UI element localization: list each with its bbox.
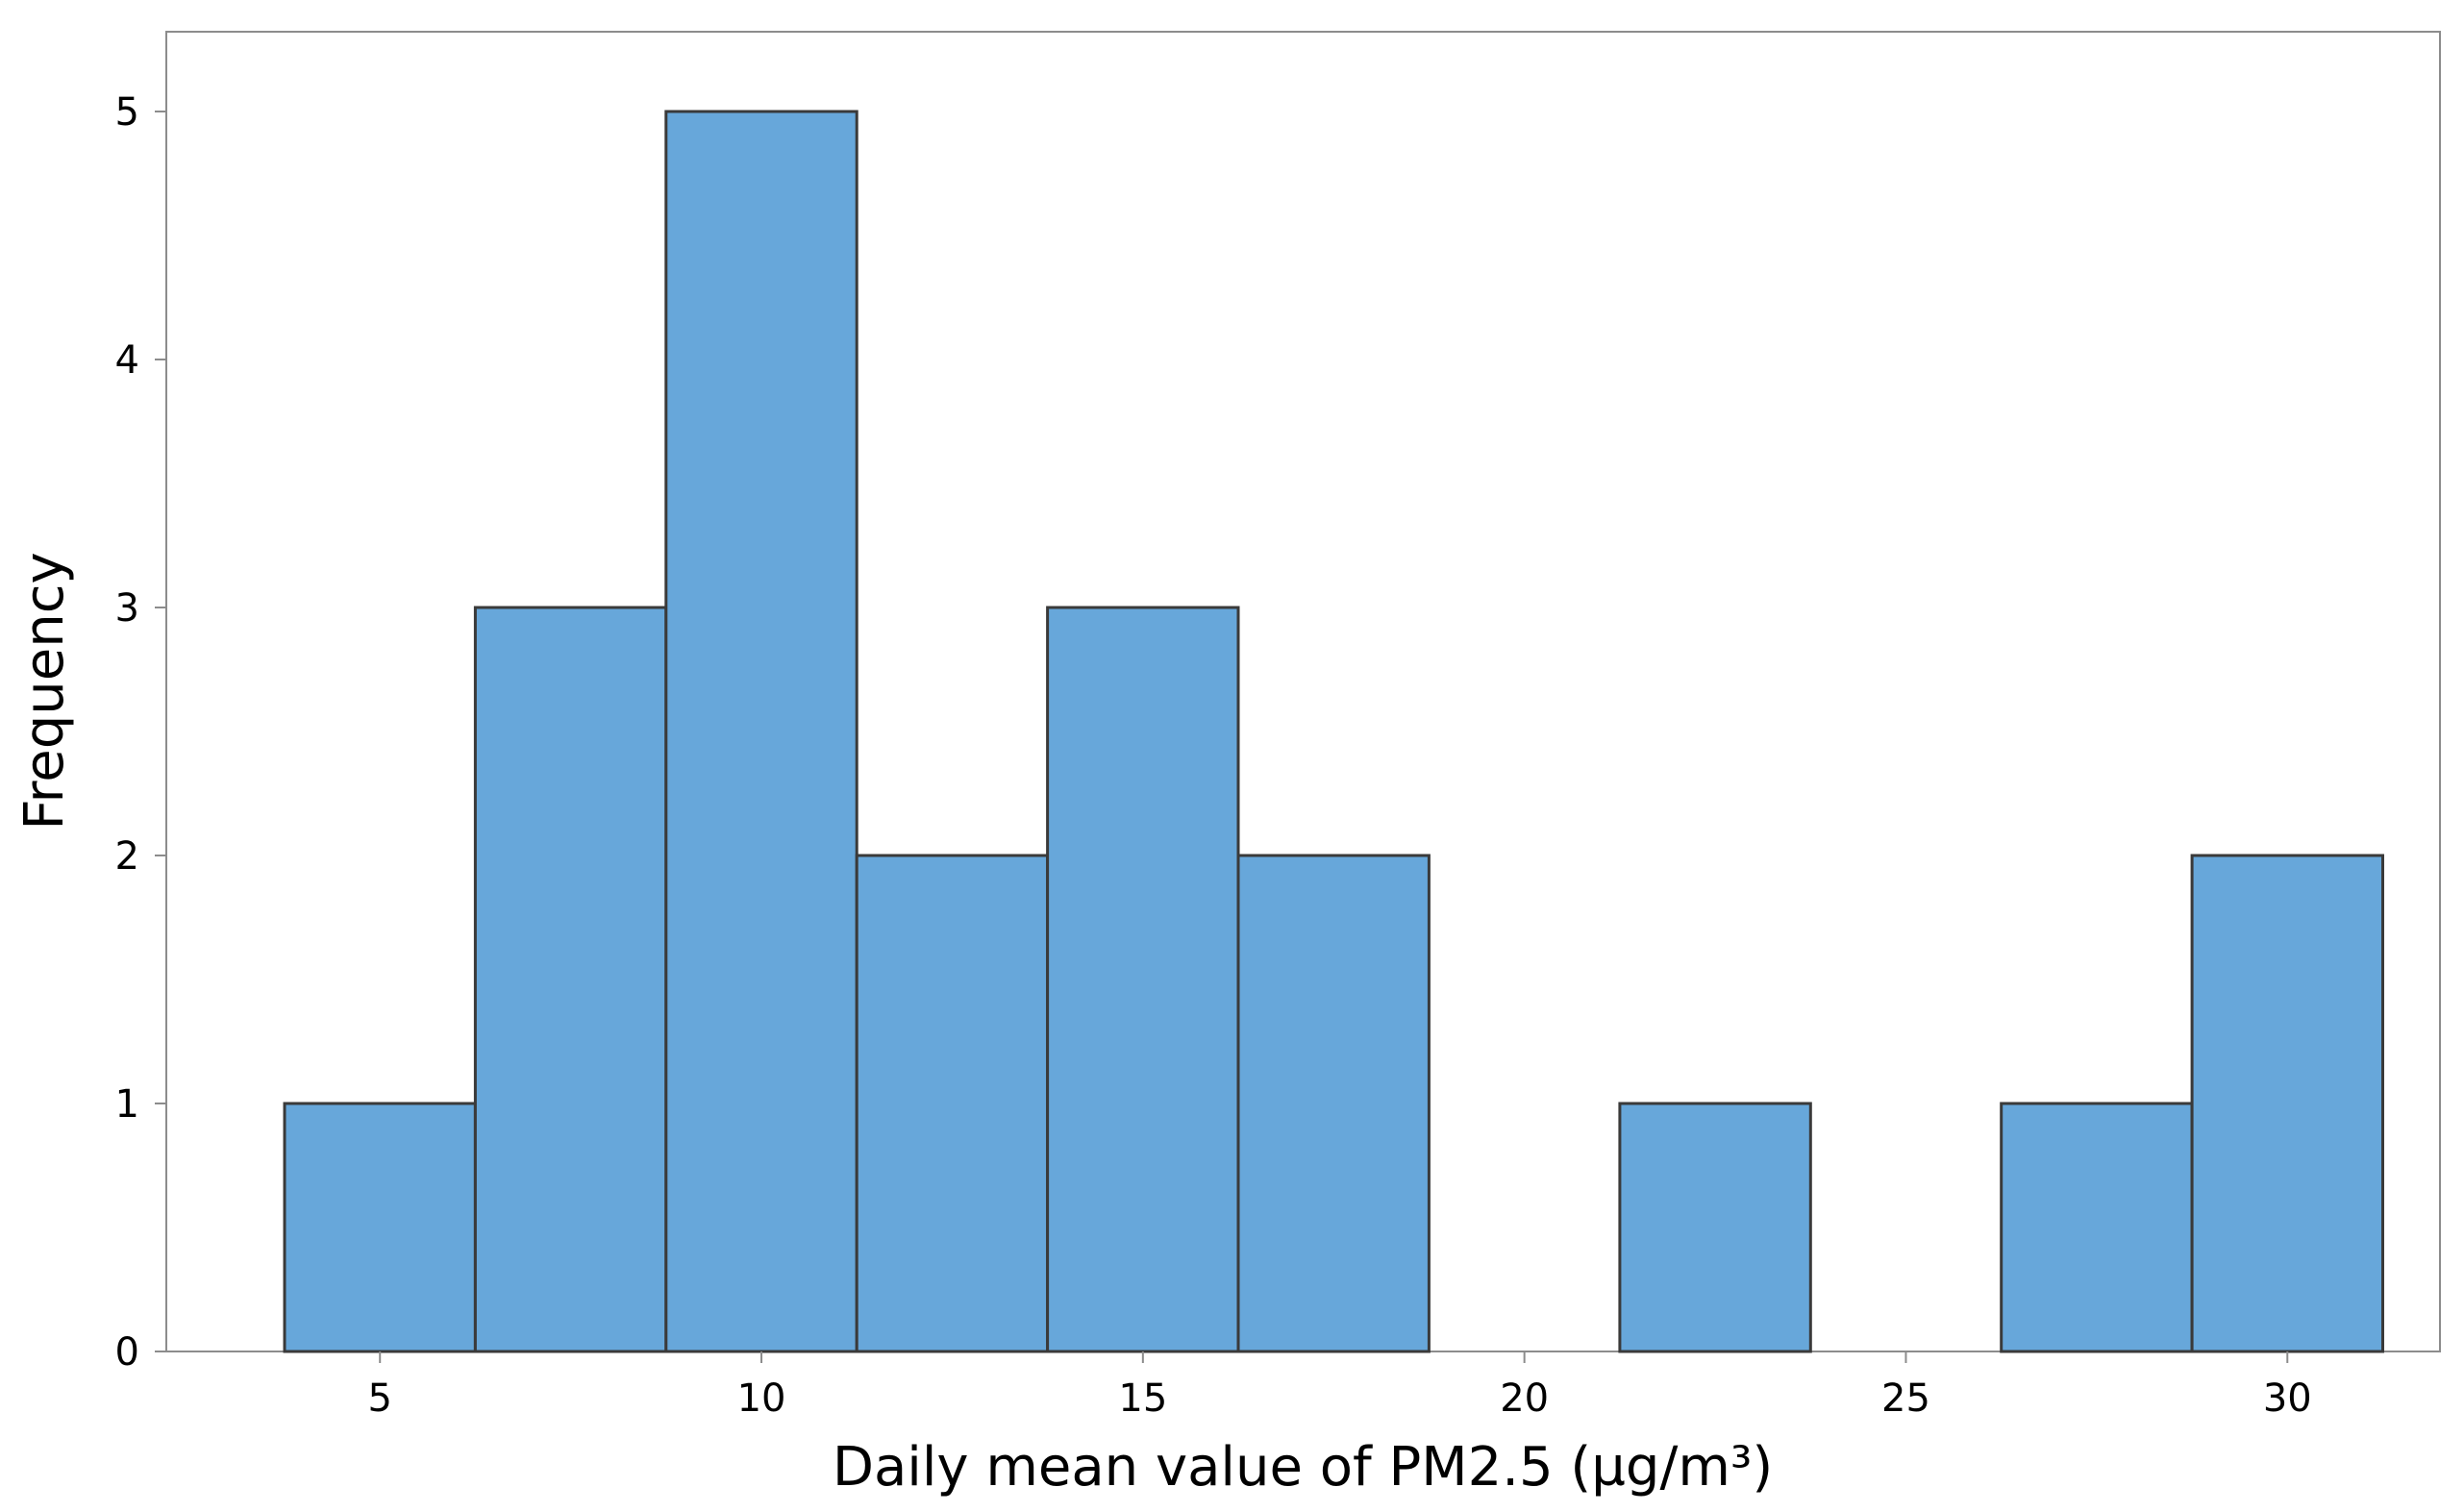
x-tick-label: 5 — [367, 1376, 391, 1421]
y-tick-label: 3 — [115, 586, 139, 631]
histogram-bar — [855, 854, 1050, 1353]
x-axis-ticks: 5 10 15 20 25 30 — [367, 1351, 2312, 1421]
histogram-bar — [2190, 854, 2385, 1353]
histogram-bar — [2000, 1102, 2194, 1353]
x-tick-label: 15 — [1118, 1376, 1167, 1421]
y-axis-ticks: 0 1 2 3 4 5 — [115, 90, 166, 1375]
histogram-bar — [1046, 606, 1240, 1353]
bars-group — [283, 110, 2385, 1353]
y-tick-label: 4 — [115, 338, 139, 383]
y-tick-label: 5 — [115, 90, 139, 135]
histogram-bar — [283, 1102, 477, 1353]
y-axis-title: Frequency — [13, 552, 76, 830]
y-tick-label: 1 — [115, 1082, 139, 1127]
y-tick-label: 0 — [115, 1330, 139, 1375]
y-tick-label: 2 — [115, 834, 139, 879]
histogram-bar — [473, 606, 668, 1353]
histogram-bar — [1236, 854, 1431, 1353]
x-tick-label: 10 — [737, 1376, 786, 1421]
histogram-bar — [664, 110, 859, 1353]
x-axis-title: Daily mean value of PM2.5 (µg/m³) — [833, 1436, 1773, 1499]
x-tick-label: 20 — [1500, 1376, 1549, 1421]
x-tick-label: 25 — [1881, 1376, 1930, 1421]
x-tick-label: 30 — [2263, 1376, 2312, 1421]
histogram-bar — [1618, 1102, 1812, 1353]
